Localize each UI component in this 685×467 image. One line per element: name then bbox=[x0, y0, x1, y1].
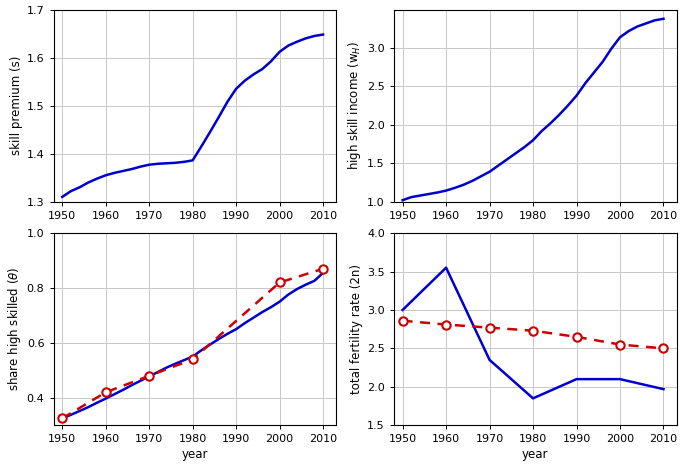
Y-axis label: total fertility rate (2n): total fertility rate (2n) bbox=[350, 264, 363, 394]
X-axis label: year: year bbox=[522, 448, 549, 461]
Y-axis label: high skill income (w$_H$): high skill income (w$_H$) bbox=[346, 41, 363, 170]
Y-axis label: skill premium (s): skill premium (s) bbox=[10, 56, 23, 156]
Y-axis label: share high skilled ($\theta$): share high skilled ($\theta$) bbox=[5, 267, 23, 391]
X-axis label: year: year bbox=[182, 448, 208, 461]
